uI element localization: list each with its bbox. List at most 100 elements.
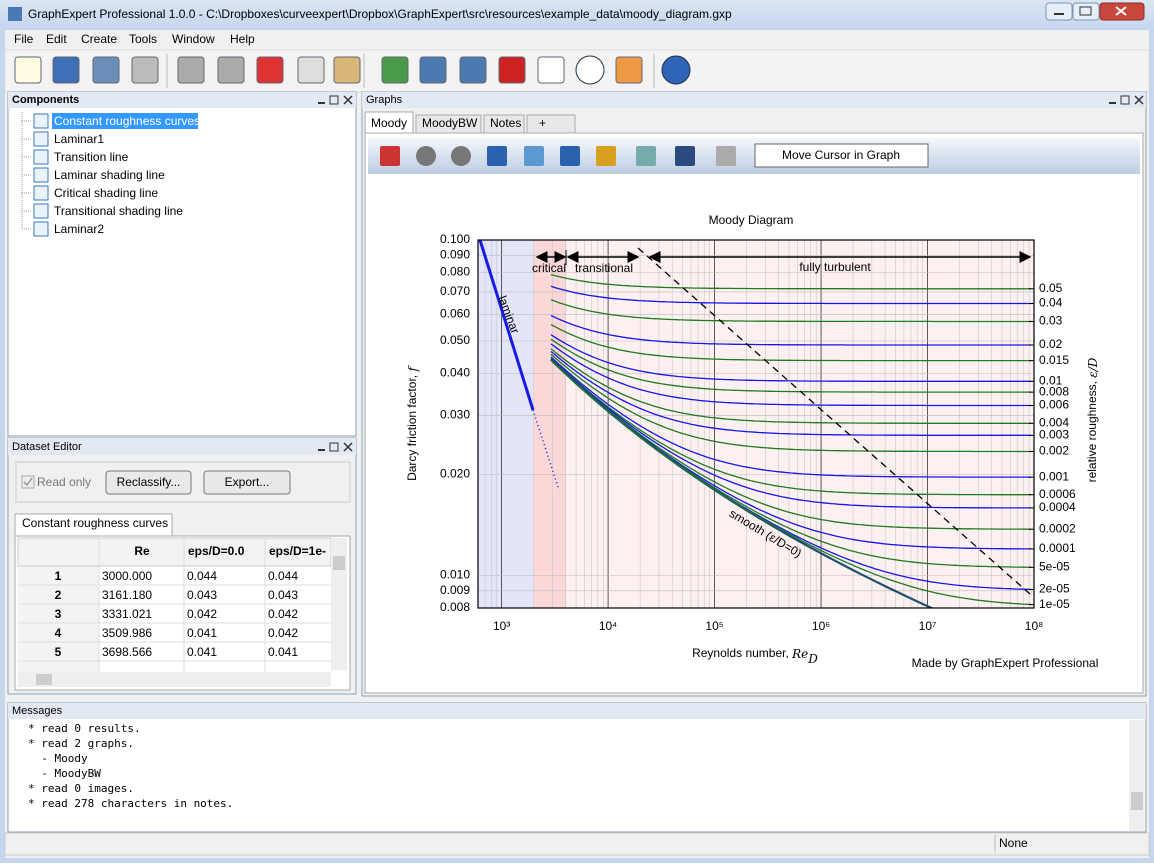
roughness-curve	[550, 358, 1031, 530]
tool-button[interactable]	[636, 146, 656, 166]
cursor-mode-box[interactable]	[754, 143, 929, 168]
menu-item[interactable]: Edit	[46, 32, 67, 46]
toolbar-button[interactable]	[381, 56, 409, 84]
toolbar-button[interactable]	[256, 56, 284, 84]
tool-button[interactable]	[560, 146, 580, 166]
toolbar-button[interactable]	[498, 56, 526, 84]
panel-header	[8, 438, 356, 455]
toolbar-button[interactable]	[537, 56, 565, 84]
float-button[interactable]	[1120, 95, 1130, 105]
toolbar-button[interactable]	[14, 56, 42, 84]
tool-button[interactable]	[524, 146, 544, 166]
cursor-mode: Move Cursor in Graph	[782, 148, 900, 162]
tool-button[interactable]	[451, 146, 471, 166]
close-button[interactable]	[1134, 95, 1144, 105]
y-tick-label: 0.010	[440, 568, 470, 582]
toolbar-button[interactable]	[297, 56, 325, 84]
cell: 3698.566	[102, 645, 152, 659]
y-tick-label: 0.090	[440, 248, 470, 262]
toolbar-button[interactable]	[459, 56, 487, 84]
y-tick-label: 0.040	[440, 366, 470, 380]
tab[interactable]	[526, 114, 576, 134]
y2-tick-label: 0.004	[1039, 415, 1069, 429]
y2-tick-label: 0.008	[1039, 384, 1069, 398]
y2-tick-label: 5e-05	[1039, 559, 1070, 573]
chart-title: Moody Diagram	[709, 213, 794, 227]
button[interactable]	[203, 470, 291, 495]
tool-button[interactable]	[487, 146, 507, 166]
toolbar-button[interactable]	[52, 56, 80, 84]
annotation: fully turbulent	[799, 260, 871, 274]
menu-item[interactable]: Window	[172, 32, 215, 46]
menu-item[interactable]: Tools	[129, 32, 157, 46]
laminar-line	[478, 239, 535, 411]
toolbar-icons	[14, 54, 691, 88]
toolbar-button[interactable]	[615, 56, 643, 84]
button[interactable]	[105, 470, 192, 495]
menu-item[interactable]: Help	[230, 32, 255, 46]
selection	[52, 113, 198, 129]
tree-item[interactable]: Transition line	[54, 150, 129, 164]
toolbar-button[interactable]	[177, 56, 205, 84]
cell: 3509.986	[102, 626, 152, 640]
message-line: * read 2 graphs.	[28, 737, 134, 750]
buttons: Reclassify... Export...	[105, 470, 291, 495]
menu-item[interactable]: File	[14, 32, 34, 46]
close-button[interactable]	[343, 442, 353, 452]
scrollbar[interactable]	[1129, 720, 1145, 831]
label-part: Reynolds number,	[692, 646, 792, 660]
y2-tick-label: 0.006	[1039, 398, 1069, 412]
icon	[52, 56, 80, 84]
toolbar-button[interactable]	[92, 56, 120, 84]
graph-toolbar	[368, 138, 1140, 174]
row-number: 3	[55, 607, 62, 621]
tree-icon	[33, 167, 49, 183]
y2-tick-label: 0.0006	[1039, 487, 1076, 501]
roughness-curve	[550, 314, 1031, 346]
menu-item[interactable]: Create	[81, 32, 117, 46]
toolbar-button[interactable]	[217, 56, 245, 84]
icon	[575, 55, 605, 85]
tool-button[interactable]	[716, 146, 736, 166]
tree-item[interactable]: Constant roughness curves	[54, 114, 200, 128]
scroll-thumb[interactable]	[36, 674, 52, 685]
float-button[interactable]	[329, 95, 339, 105]
row-number: 1	[55, 569, 62, 583]
float-button[interactable]	[329, 442, 339, 452]
tree-item[interactable]: Transitional shading line	[54, 204, 183, 218]
toolbar-button[interactable]	[419, 56, 447, 84]
tree-item[interactable]: Critical shading line	[54, 186, 158, 200]
tool-button[interactable]	[596, 146, 616, 166]
label-part: Re	[791, 647, 808, 661]
roughness-curve	[550, 348, 1031, 424]
label-part: f	[406, 365, 420, 373]
checkbox[interactable]	[21, 475, 35, 489]
tab-label: Notes	[490, 116, 521, 130]
tree-item[interactable]: Laminar shading line	[54, 168, 165, 182]
window-controls[interactable]	[1045, 2, 1145, 21]
toolbar-button[interactable]	[661, 55, 691, 85]
y2-tick-label: 0.003	[1039, 428, 1069, 442]
graph-toolbar-icons	[380, 146, 736, 166]
tree-item[interactable]: Laminar2	[54, 222, 104, 236]
roughness-curve	[550, 353, 1031, 453]
roughness-curve	[550, 324, 1031, 362]
tree-item[interactable]: Laminar1	[54, 132, 104, 146]
close-button[interactable]	[343, 95, 353, 105]
message-line: - Moody	[28, 752, 88, 765]
roughness-curve	[550, 334, 1031, 382]
toolbar-button[interactable]	[333, 56, 361, 84]
v-scrollbar[interactable]	[331, 538, 347, 670]
h-scrollbar[interactable]	[18, 672, 331, 687]
tool-button[interactable]	[675, 146, 695, 166]
toolbar-button[interactable]	[131, 56, 159, 84]
tool-button[interactable]	[416, 146, 436, 166]
scroll-thumb[interactable]	[1131, 792, 1143, 810]
icon	[498, 56, 526, 84]
roughness-curve	[550, 273, 1031, 290]
tool-button[interactable]	[380, 146, 400, 166]
scroll-thumb[interactable]	[333, 556, 345, 570]
icon	[381, 56, 409, 84]
toolbar-button[interactable]	[575, 55, 605, 85]
